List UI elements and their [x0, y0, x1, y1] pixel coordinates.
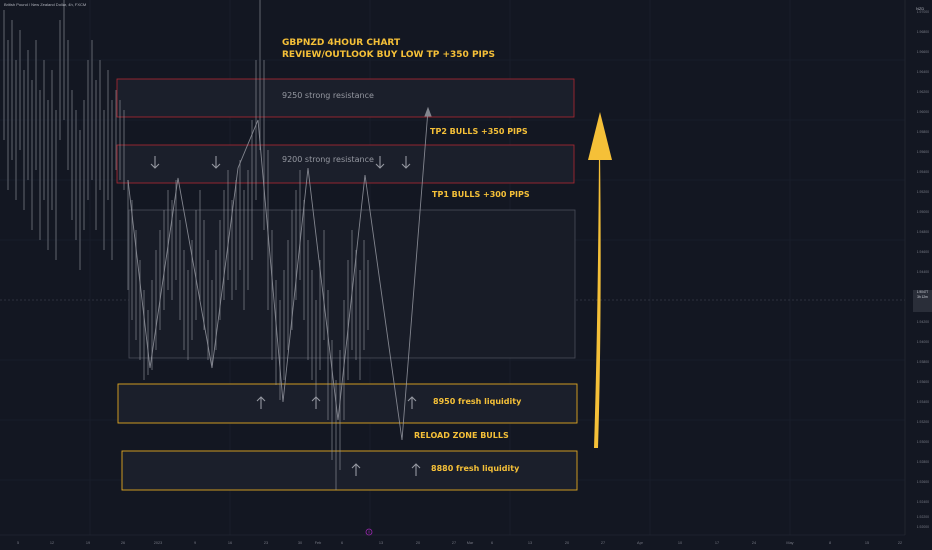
down-arrow-icon — [150, 156, 160, 169]
down-arrow-icons — [150, 156, 411, 169]
time-tick: 30 — [297, 541, 303, 545]
price-tick: 1.93000 — [916, 440, 929, 444]
price-tick: 1.95800 — [916, 130, 929, 134]
big-target-arrow — [588, 112, 612, 448]
time-tick: 27 — [600, 541, 606, 545]
up-arrow-icon — [256, 396, 266, 409]
time-tick: 17 — [714, 541, 720, 545]
time-tick: 6 — [490, 541, 494, 545]
price-tick: 1.93800 — [916, 360, 929, 364]
price-tick: 1.95400 — [916, 170, 929, 174]
price-tick: 1.96400 — [916, 70, 929, 74]
time-tick: 22 — [897, 541, 903, 545]
liquidity-8950-box — [117, 383, 578, 424]
up-arrow-icons — [256, 396, 421, 476]
time-tick: 13 — [527, 541, 533, 545]
time-tick: 26 — [120, 541, 126, 545]
time-tick: 27 — [451, 541, 457, 545]
time-tick: 13 — [378, 541, 384, 545]
tp2-label: TP2 BULLS +350 PIPS — [430, 127, 528, 136]
price-tick: 1.92800 — [916, 460, 929, 464]
time-tick: 23 — [263, 541, 269, 545]
price-tick: 1.96000 — [916, 110, 929, 114]
price-tick: 1.96200 — [916, 90, 929, 94]
tp1-label: TP1 BULLS +300 PIPS — [432, 190, 530, 199]
time-tick: Feb — [314, 541, 322, 545]
time-tick: 10 — [677, 541, 683, 545]
time-tick: 24 — [751, 541, 757, 545]
price-tick: 1.93600 — [916, 380, 929, 384]
price-tick: 1.92200 — [916, 515, 929, 519]
down-arrow-icon — [401, 156, 411, 169]
liquidity-8880-box — [121, 450, 578, 491]
price-tick: 1.94400 — [916, 270, 929, 274]
price-tick: 1.92400 — [916, 500, 929, 504]
price-tick: 1.93200 — [916, 420, 929, 424]
time-tick: 20 — [415, 541, 421, 545]
bar-countdown: 3h 12m — [917, 295, 928, 299]
chart-title-line2: REVIEW/OUTLOOK BUY LOW TP +350 PIPS — [282, 50, 495, 60]
price-tick: 1.93400 — [916, 400, 929, 404]
time-tick: 15 — [864, 541, 870, 545]
event-marker-icon — [365, 528, 373, 536]
price-tick: 1.94800 — [916, 230, 929, 234]
down-arrow-icon — [211, 156, 221, 169]
price-tick: 1.97000 — [916, 10, 929, 14]
time-tick: 8 — [828, 541, 832, 545]
liquidity-8880-label: 8880 fresh liquidity — [431, 464, 520, 473]
time-tick: 20 — [564, 541, 570, 545]
price-path-drawing — [127, 106, 432, 441]
time-tick: May — [786, 541, 794, 545]
price-tick: 1.96600 — [916, 50, 929, 54]
time-tick: 16 — [227, 541, 233, 545]
reload-zone-label: RELOAD ZONE BULLS — [414, 431, 509, 440]
price-tick: 1.92600 — [916, 480, 929, 484]
price-tick: 1.92000 — [916, 525, 929, 529]
last-price-value: 1.90477 — [916, 290, 929, 294]
chart-title-line1: GBPNZD 4HOUR CHART — [282, 38, 401, 48]
price-tick: 1.94000 — [916, 340, 929, 344]
price-tick: 1.95600 — [916, 150, 929, 154]
liquidity-8950-label: 8950 fresh liquidity — [433, 397, 522, 406]
time-tick: 2023 — [153, 541, 163, 545]
time-tick: 12 — [49, 541, 55, 545]
zone-9200-label: 9200 strong resistance — [282, 155, 374, 164]
zone-9200-box — [116, 144, 575, 184]
price-tick: 1.94200 — [916, 320, 929, 324]
time-tick: Apr — [637, 541, 643, 545]
time-tick: 9 — [193, 541, 197, 545]
currency-label: NZD — [916, 6, 925, 11]
price-tick: 1.95000 — [916, 210, 929, 214]
time-tick: Mar — [466, 541, 474, 545]
price-tick: 1.96800 — [916, 30, 929, 34]
symbol-info[interactable]: British Pound / New Zealand Dollar, 4h, … — [4, 2, 87, 7]
time-tick: 6 — [340, 541, 344, 545]
up-arrow-icon — [411, 463, 421, 476]
time-tick: 19 — [85, 541, 91, 545]
up-arrow-icon — [311, 396, 321, 409]
price-tick: 1.94600 — [916, 250, 929, 254]
down-arrow-icon — [375, 156, 385, 169]
candles — [3, 0, 369, 490]
up-arrow-icon — [407, 396, 417, 409]
zone-9250-label: 9250 strong resistance — [282, 91, 374, 100]
time-tick: 5 — [16, 541, 20, 545]
price-tick: 1.95200 — [916, 190, 929, 194]
last-price-badge: 1.90477 3h 12m — [913, 290, 932, 312]
zone-9250-box — [116, 78, 575, 118]
up-arrow-icon — [351, 463, 361, 476]
